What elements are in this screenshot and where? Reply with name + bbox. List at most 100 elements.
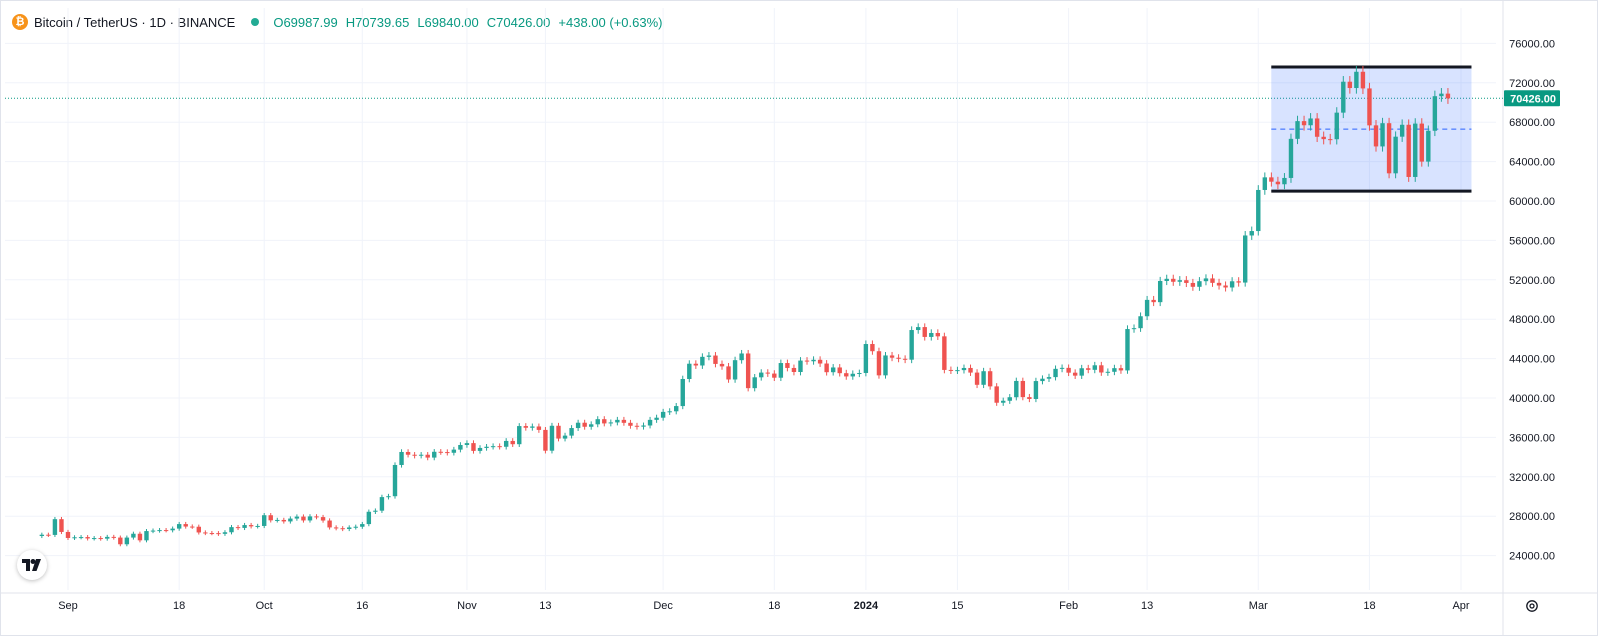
candle <box>896 354 901 363</box>
candle <box>131 531 136 540</box>
candle-body <box>111 536 116 538</box>
candle <box>46 532 51 537</box>
candle-body <box>1341 81 1346 113</box>
candle <box>719 360 725 370</box>
candle-body <box>680 378 685 407</box>
symbol-title[interactable]: Bitcoin / TetherUS · 1D · BINANCE <box>34 14 236 30</box>
candle-body <box>1131 328 1137 330</box>
price-tick-label: 32000.00 <box>1509 472 1555 484</box>
price-tick-label: 56000.00 <box>1509 235 1555 247</box>
candle-body <box>647 419 653 426</box>
price-tick-label: 68000.00 <box>1509 117 1555 129</box>
candle-body <box>301 516 306 521</box>
candle-body <box>1125 329 1130 371</box>
ohlc-low: L69840.00 <box>417 15 478 30</box>
candle-body <box>1445 93 1451 99</box>
candle <box>824 360 829 376</box>
candle <box>78 535 84 540</box>
candle <box>144 528 149 543</box>
candle-body <box>1079 368 1084 376</box>
candle-body <box>320 517 326 521</box>
candle-body <box>418 454 424 456</box>
candle-body <box>621 419 627 423</box>
candle <box>392 462 398 499</box>
candle <box>1419 118 1424 167</box>
candle <box>536 423 542 433</box>
candle <box>798 357 803 376</box>
open-value: 69987.99 <box>283 14 338 30</box>
candle-body <box>392 464 398 497</box>
candle <box>1066 364 1071 377</box>
candle-body <box>994 386 999 403</box>
candle-body <box>144 531 149 541</box>
candle <box>248 522 254 529</box>
candle-body <box>935 332 941 337</box>
candle-body <box>798 360 803 372</box>
range-zone[interactable] <box>1271 65 1472 193</box>
candle-body <box>778 363 784 378</box>
candle-body <box>373 510 378 512</box>
low-value: 69840.00 <box>424 14 479 30</box>
candle <box>700 353 705 369</box>
candle-body <box>163 530 169 532</box>
candle-body <box>896 357 901 359</box>
candle <box>641 422 646 430</box>
candle <box>1347 76 1353 94</box>
candle-body <box>942 336 947 370</box>
candle-body <box>471 443 476 451</box>
candle-body <box>837 367 842 374</box>
candle-body <box>1399 124 1405 137</box>
candle-body <box>752 377 757 389</box>
price-axis[interactable]: 24000.00 28000.00 32000.00 36000.00 40000.00… <box>1504 38 1560 563</box>
candle-body <box>340 528 345 530</box>
candle-body <box>726 366 731 380</box>
candle-body <box>1216 282 1222 286</box>
candle-body <box>844 373 849 377</box>
time-tick-label: 18 <box>1363 600 1375 612</box>
candle <box>987 367 993 390</box>
candle-body <box>739 353 744 361</box>
candle-body <box>432 451 437 458</box>
candle-body <box>1151 299 1156 303</box>
candle-body <box>1262 177 1268 190</box>
candle-body <box>759 372 764 378</box>
candle <box>366 509 372 527</box>
candle-body <box>1288 138 1294 178</box>
candle-body <box>405 451 411 455</box>
candle <box>163 527 169 533</box>
time-axis[interactable]: Sep 18 Oct 16 Nov 13 Dec 18 2024 15 Feb 13 Mar 18 Apr <box>58 600 1470 612</box>
candle <box>1354 66 1359 94</box>
candle <box>562 432 568 442</box>
candle-body <box>615 419 620 423</box>
candle <box>1393 131 1398 179</box>
tradingview-logo-icon[interactable] <box>17 550 47 580</box>
candle <box>1334 107 1339 145</box>
time-tick-label: Sep <box>58 600 78 612</box>
candle-body <box>366 511 372 525</box>
candle-body <box>1190 282 1196 287</box>
candle-body <box>91 538 97 540</box>
candle-body <box>517 426 522 445</box>
candle-body <box>203 532 208 534</box>
candle-body <box>275 519 280 521</box>
candle-body <box>451 449 457 453</box>
candle <box>1053 365 1058 381</box>
gear-icon[interactable] <box>1523 597 1541 615</box>
candle <box>1308 113 1313 131</box>
candle <box>353 524 358 530</box>
candle <box>1040 375 1045 385</box>
candle-body <box>765 372 770 374</box>
candle-body <box>987 371 993 387</box>
candle <box>242 522 247 531</box>
candle <box>589 421 594 430</box>
candle <box>425 452 430 461</box>
candle <box>1203 274 1209 286</box>
candle <box>275 517 280 523</box>
candle <box>458 442 463 453</box>
candle <box>556 422 561 442</box>
candle <box>674 402 679 415</box>
candle-body <box>863 344 869 373</box>
market-status-icon <box>251 18 260 26</box>
candle <box>503 438 509 450</box>
